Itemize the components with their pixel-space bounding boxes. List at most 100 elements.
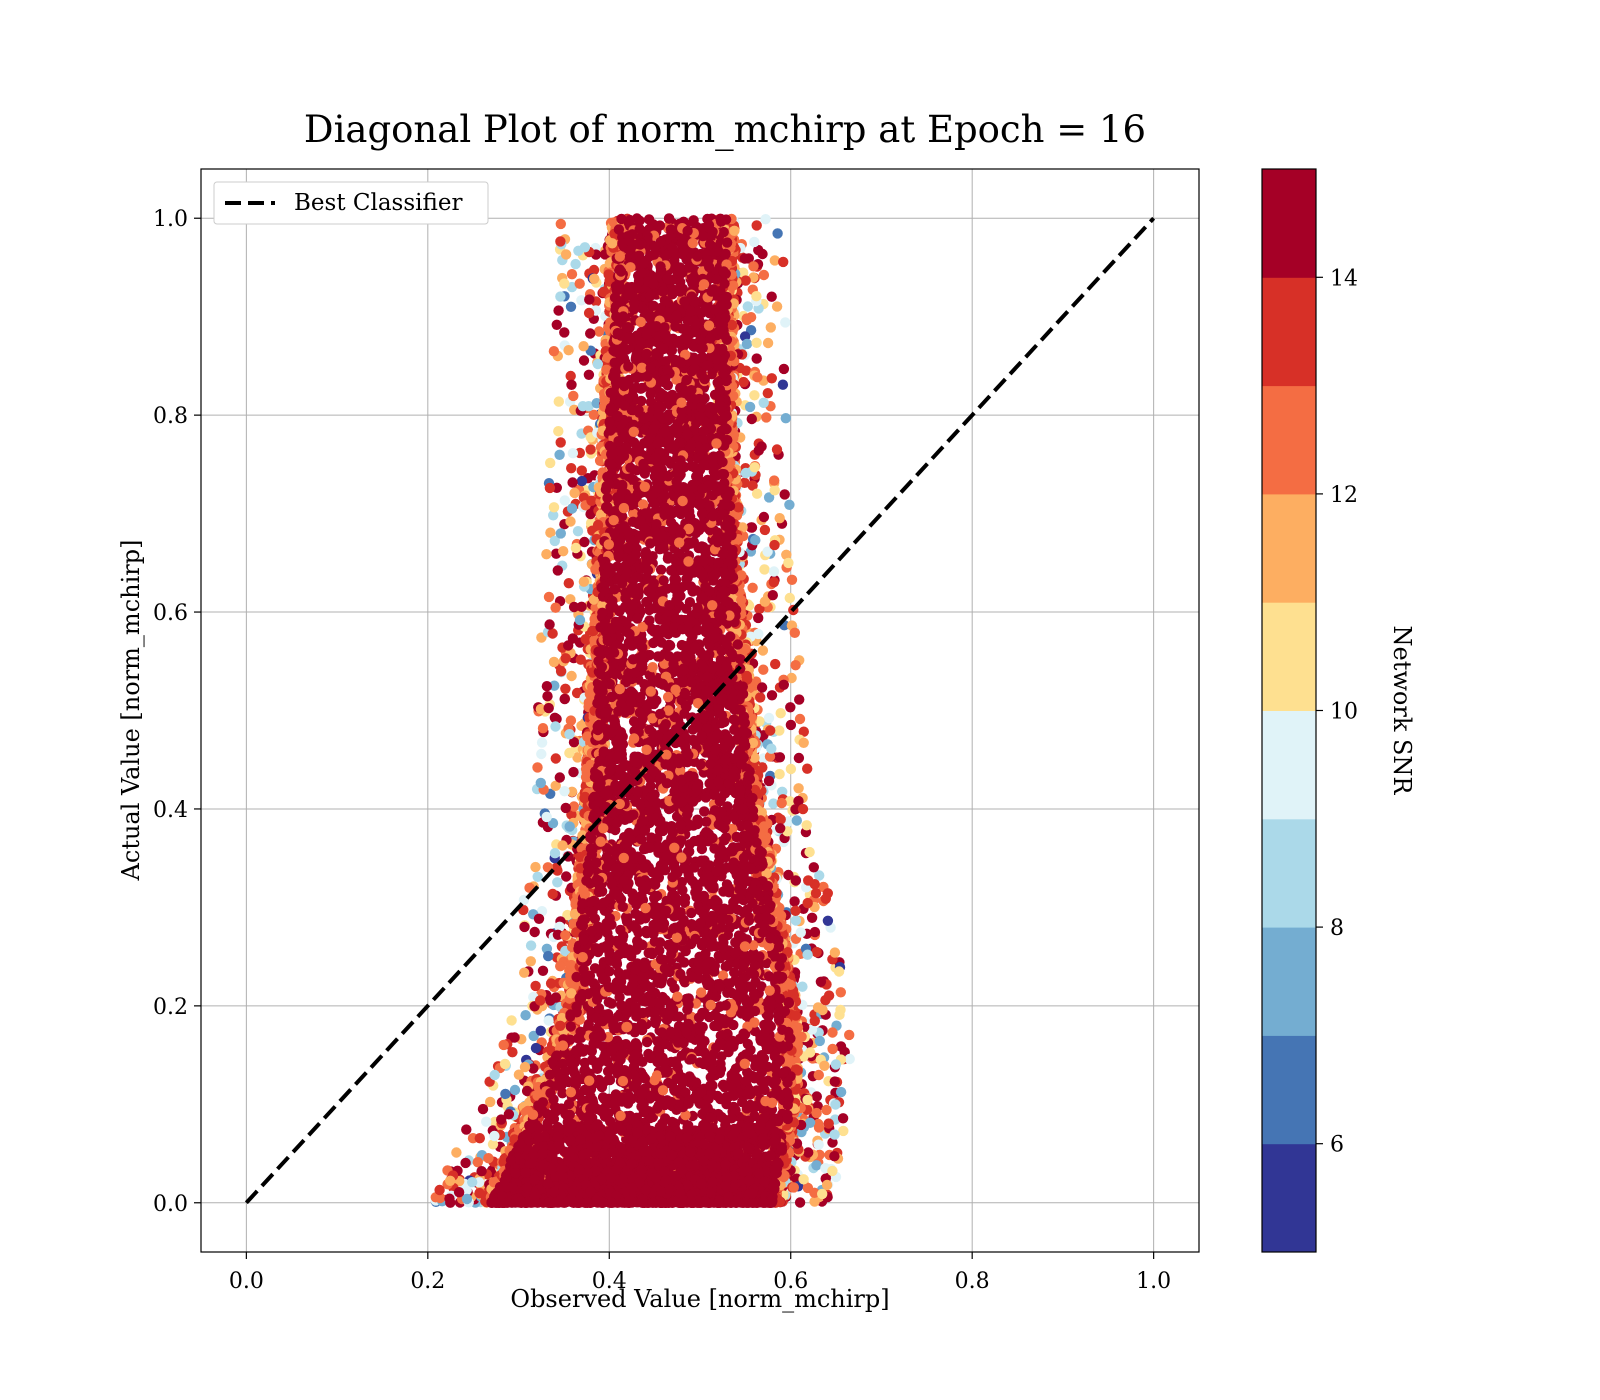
scatter-point	[434, 1184, 445, 1196]
scatter-point	[552, 877, 563, 888]
scatter-point	[753, 445, 764, 456]
scatter-point	[565, 594, 576, 605]
scatter-point	[593, 326, 605, 337]
scatter-point	[811, 1160, 822, 1171]
scatter-point	[805, 1047, 816, 1058]
scatter-point	[555, 666, 567, 677]
scatter-point	[559, 327, 570, 338]
scatter-point	[813, 1139, 824, 1150]
scatter-point	[460, 1157, 471, 1169]
scatter-point	[576, 295, 587, 306]
scatter-point	[738, 376, 749, 388]
scatter-point	[568, 801, 580, 812]
scatter-point	[588, 409, 599, 420]
scatter-point	[509, 1084, 521, 1096]
scatter-point	[829, 1151, 840, 1162]
scatter-point	[576, 601, 587, 612]
scatter-point	[811, 1091, 822, 1102]
scatter-point	[748, 261, 759, 272]
scatter-point	[754, 603, 765, 615]
scatter-point	[769, 539, 780, 551]
scatter-point	[552, 865, 563, 876]
scatter-point	[835, 1004, 846, 1016]
scatter-point	[762, 546, 773, 557]
scatter-point	[601, 364, 612, 375]
scatter-point	[829, 947, 841, 958]
scatter-point	[566, 269, 578, 280]
scatter-point	[549, 680, 560, 691]
scatter-point	[498, 1039, 509, 1051]
scatter-point	[568, 390, 579, 402]
scatter-point	[813, 1122, 825, 1133]
scatter-point	[574, 278, 585, 289]
scatter-point	[555, 528, 566, 539]
scatter-point	[544, 482, 556, 494]
scatter-point	[830, 1059, 842, 1070]
scatter-point	[759, 596, 771, 607]
scatter-point	[774, 752, 786, 763]
scatter-point	[549, 848, 561, 859]
scatter-point	[749, 236, 760, 248]
scatter-point	[513, 1069, 525, 1080]
scatter-point	[771, 301, 783, 312]
scatter-point	[756, 682, 768, 693]
scatter-point	[530, 1042, 542, 1054]
scatter-point	[589, 273, 600, 284]
scatter-point	[803, 875, 814, 886]
scatter-point	[555, 236, 566, 247]
scatter-point	[507, 1047, 518, 1058]
scatter-point	[752, 372, 763, 383]
scatter-point	[583, 307, 595, 319]
scatter-point	[535, 995, 546, 1006]
scatter-point	[585, 444, 596, 455]
scatter-point	[607, 238, 618, 249]
scatter-point	[451, 1147, 462, 1158]
scatter-point	[844, 1029, 855, 1041]
scatter-point	[584, 294, 595, 305]
scatter-point	[741, 313, 752, 324]
scatter-point	[793, 795, 804, 807]
scatter-point	[563, 345, 574, 356]
scatter-point	[751, 353, 762, 364]
scatter-point	[784, 499, 795, 510]
scatter-point	[763, 492, 775, 503]
scatter-point	[548, 510, 559, 521]
scatter-point	[844, 1053, 855, 1065]
scatter-point	[578, 341, 589, 352]
scatter-point	[592, 358, 603, 370]
scatter-point	[560, 683, 571, 694]
scatter-point	[552, 565, 563, 576]
scatter-point	[555, 218, 566, 230]
scatter-point	[541, 681, 553, 692]
scatter-point	[763, 712, 775, 724]
scatter-point	[741, 338, 753, 350]
scatter-point	[806, 1024, 818, 1035]
scatter-point	[553, 426, 564, 437]
scatter-point	[445, 1175, 456, 1187]
scatter-point	[774, 725, 785, 736]
scatter-point	[575, 654, 586, 665]
scatter-point	[758, 397, 769, 408]
scatter-point	[739, 253, 750, 264]
scatter-point	[543, 591, 555, 603]
scatter-point	[570, 258, 581, 270]
scatter-point	[830, 1099, 841, 1110]
scatter-point	[778, 679, 789, 690]
scatter-point	[815, 976, 827, 987]
scatter-point	[784, 796, 796, 807]
scatter-point	[827, 1137, 838, 1148]
scatter-point	[817, 1188, 828, 1200]
scatter-point	[765, 725, 776, 736]
scatter-point	[506, 1015, 517, 1026]
scatter-point	[558, 546, 569, 557]
scatter-point	[764, 751, 776, 762]
scatter-point	[827, 1043, 838, 1055]
scatter-point	[483, 1153, 494, 1164]
scatter-point	[476, 1166, 487, 1177]
scatter-point	[461, 1124, 472, 1135]
scatter-point	[835, 987, 846, 998]
scatter-point	[798, 1174, 809, 1185]
scatter-point	[761, 412, 772, 423]
scatter-point	[569, 487, 580, 499]
scatter-point	[784, 592, 795, 604]
